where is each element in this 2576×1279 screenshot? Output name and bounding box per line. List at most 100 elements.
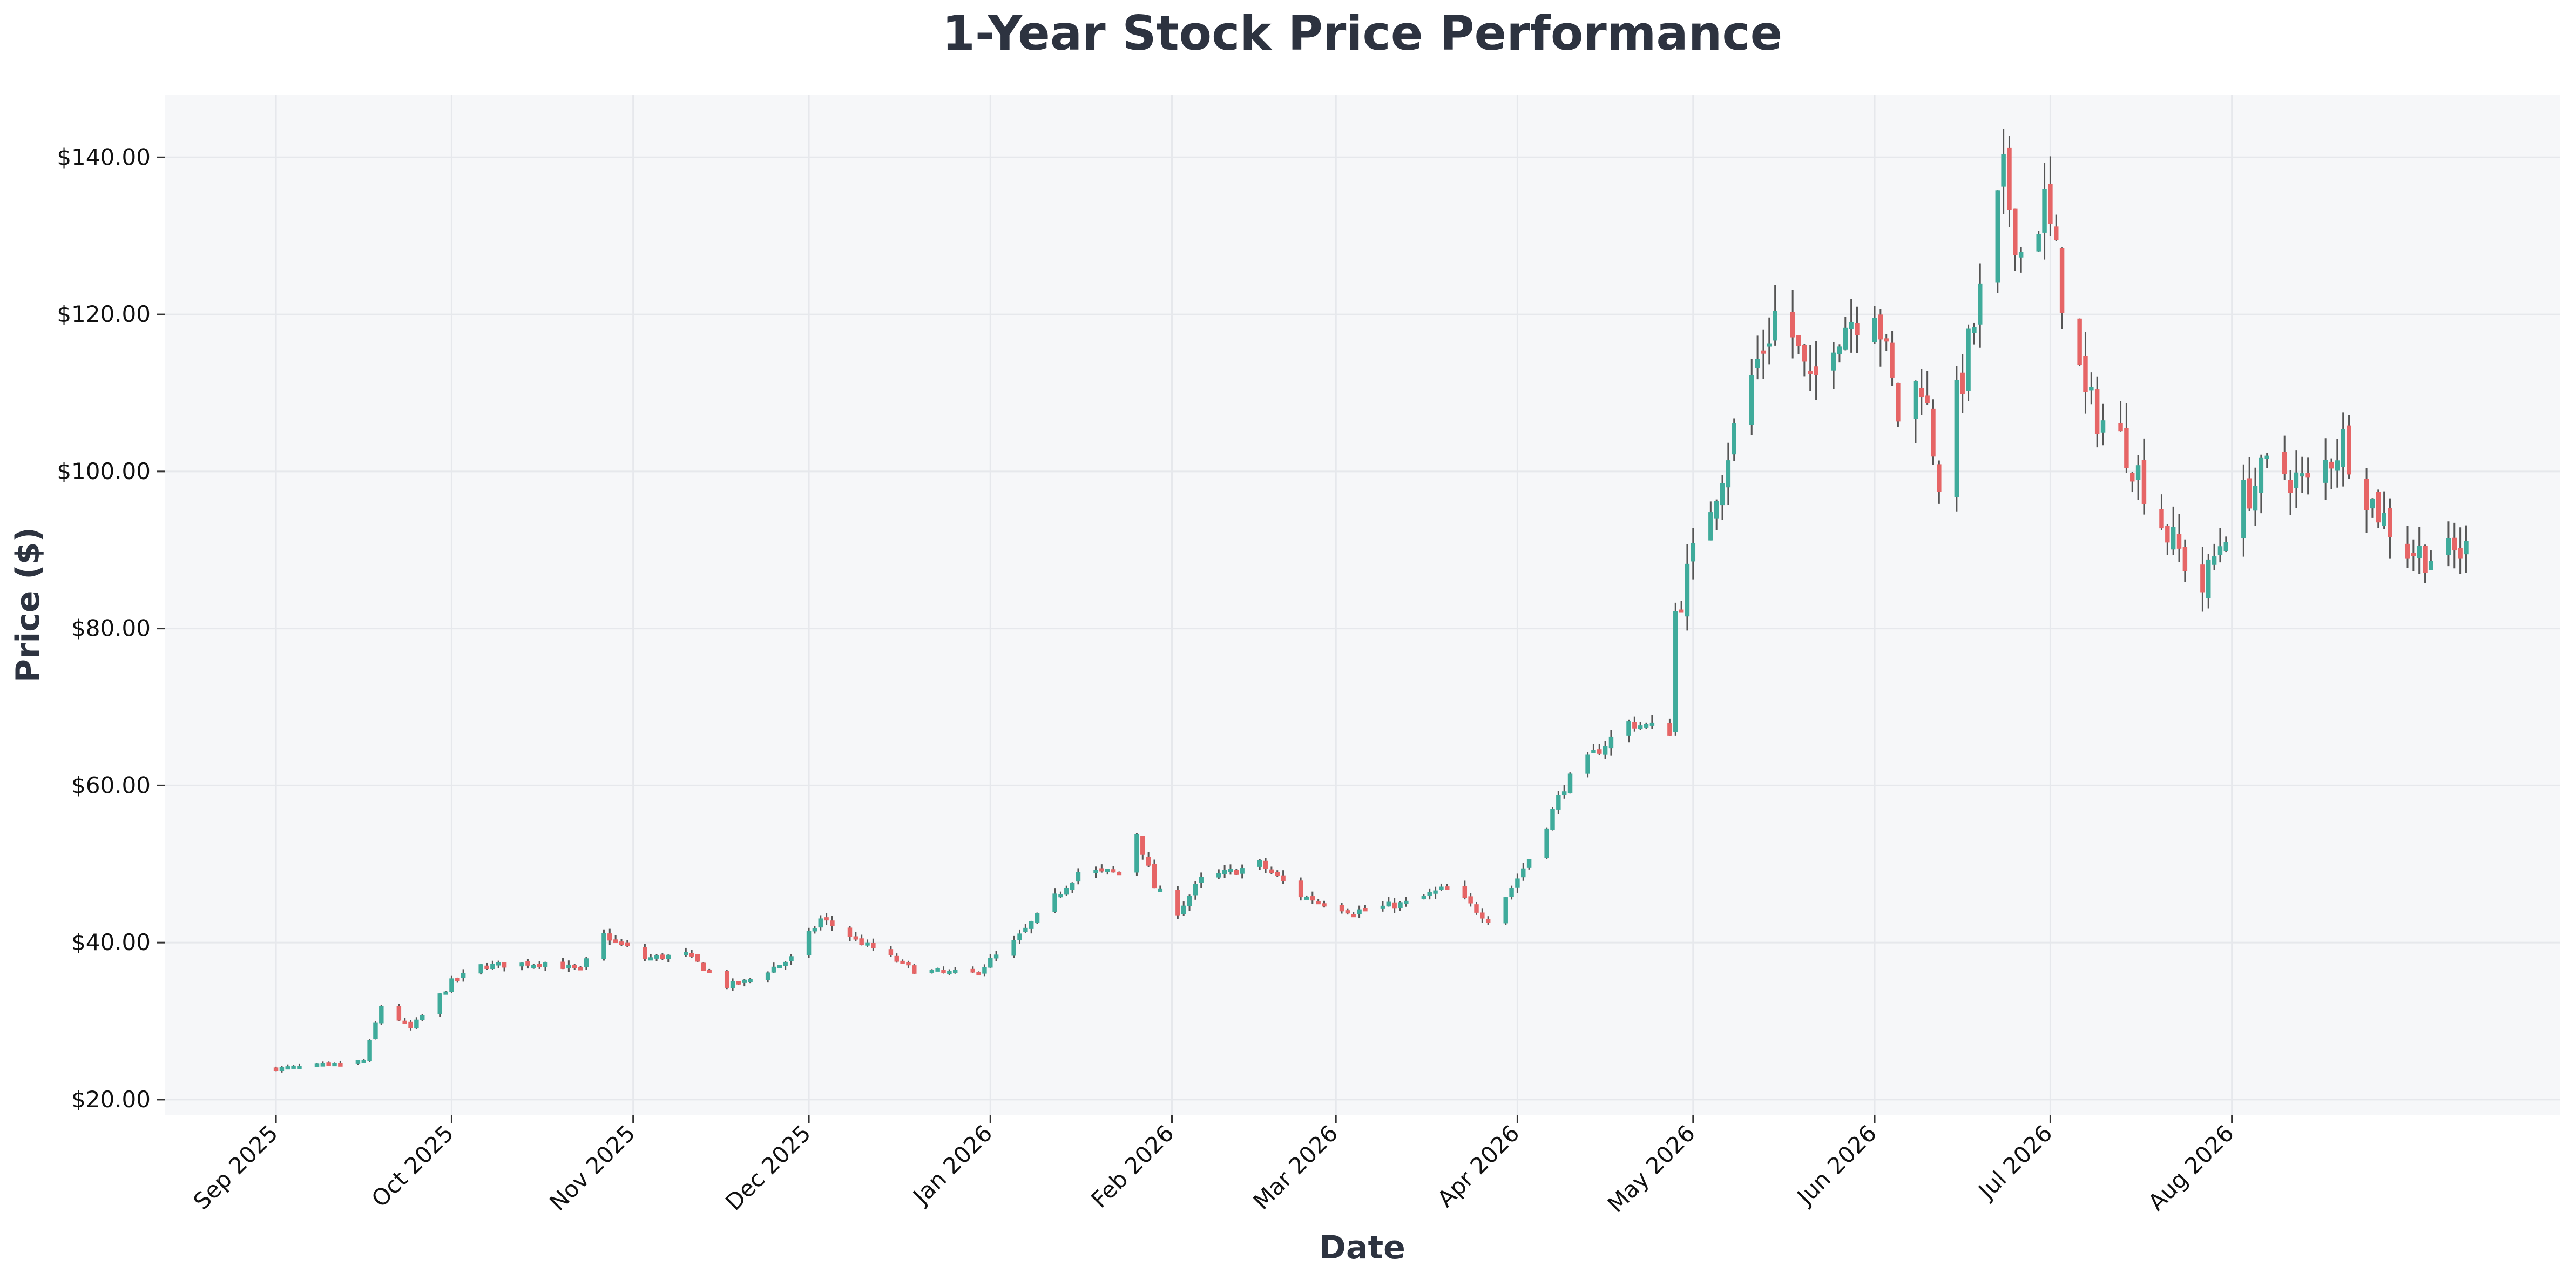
candle-up <box>783 961 788 966</box>
candle-up <box>320 1063 326 1067</box>
candle-up <box>1843 327 1848 350</box>
candle-up <box>1837 346 1842 354</box>
candle-up <box>1726 460 1731 488</box>
candle-down <box>2182 547 2188 571</box>
candle-up <box>566 964 571 968</box>
candle-up <box>1216 873 1221 878</box>
candle-up <box>1708 512 1713 541</box>
candle-up <box>279 1067 285 1071</box>
candle-down <box>2159 509 2164 529</box>
x-axis-label: Date <box>1319 1229 1405 1267</box>
candle-up <box>1134 834 1139 873</box>
candle-up <box>1649 722 1655 726</box>
x-tick-label: Feb 2026 <box>1086 1120 1179 1213</box>
candle-down <box>1960 372 1965 394</box>
candle-down <box>2124 428 2129 468</box>
candle-down <box>1919 388 1924 398</box>
candle-down <box>1322 903 1327 907</box>
candle-down <box>402 1020 407 1024</box>
candle-up <box>1509 888 1514 897</box>
candle-up <box>1093 870 1098 873</box>
candle-up <box>367 1040 372 1061</box>
candle-up <box>929 970 935 973</box>
candle-up <box>1773 311 1777 341</box>
candle-up <box>1386 901 1391 907</box>
candle-up <box>730 981 735 988</box>
candle-down <box>1896 383 1901 422</box>
candle-down <box>2007 147 2012 210</box>
candle-down <box>1462 886 1468 898</box>
candle-down <box>847 927 853 937</box>
candle-up <box>1052 893 1057 912</box>
candle-up <box>1398 902 1403 909</box>
candle-up <box>332 1063 337 1067</box>
candle-down <box>724 971 729 988</box>
candle-up <box>1691 543 1696 562</box>
candle-down <box>695 954 700 962</box>
candle-up <box>771 966 776 973</box>
candle-up <box>1585 754 1590 774</box>
candle-up <box>1603 746 1608 755</box>
candle-up <box>297 1066 302 1069</box>
candle-up <box>519 962 524 967</box>
candle-up <box>496 962 501 966</box>
candle-up <box>1035 913 1040 923</box>
candle-up <box>865 942 870 946</box>
candle-up <box>1222 870 1227 874</box>
candle-up <box>531 965 536 968</box>
candle-up <box>1732 423 1736 455</box>
candle-down <box>970 968 975 973</box>
candle-down <box>1890 342 1895 378</box>
y-tick-label: $80.00 <box>71 615 151 642</box>
candle-up <box>490 964 495 970</box>
candle-down <box>2329 461 2334 469</box>
candle-up <box>414 1019 419 1029</box>
candle-up <box>1105 869 1110 872</box>
candle-down <box>1339 905 1344 912</box>
candle-up <box>1755 359 1760 368</box>
candle-up <box>2018 252 2024 258</box>
plot-area <box>165 95 2560 1115</box>
candle-up <box>947 971 952 974</box>
candle-up <box>777 965 782 968</box>
candle-up <box>1644 724 1649 728</box>
candle-down <box>871 942 876 948</box>
candle-up <box>1023 927 1028 933</box>
candle-down <box>1392 902 1397 909</box>
candle-down <box>689 953 694 957</box>
candle-up <box>1011 940 1016 956</box>
candle-up <box>654 955 659 959</box>
candle-up <box>2464 541 2469 555</box>
candle-up <box>1521 868 1526 878</box>
y-tick-label: $100.00 <box>57 458 151 484</box>
candle-down <box>537 964 542 967</box>
candle-up <box>478 964 483 974</box>
candle-up <box>1978 283 1983 325</box>
candle-up <box>2300 473 2305 477</box>
candle-down <box>900 960 905 964</box>
candle-down <box>619 941 624 945</box>
candle-up <box>1515 878 1520 888</box>
candle-up <box>1561 791 1567 795</box>
y-tick-label: $120.00 <box>57 301 151 327</box>
candle-down <box>2059 248 2065 313</box>
candle-up <box>314 1063 320 1067</box>
candle-down <box>1269 869 1274 873</box>
candle-down <box>853 936 858 940</box>
candle-down <box>912 965 917 974</box>
candle-down <box>1275 872 1280 876</box>
candle-down <box>2347 425 2351 475</box>
candle-down <box>941 970 946 973</box>
candle-up <box>2417 546 2422 559</box>
candle-down <box>2083 356 2088 392</box>
candle-down <box>2118 423 2123 432</box>
candle-down <box>2405 543 2410 559</box>
candle-up <box>355 1060 361 1064</box>
candle-up <box>2042 189 2047 233</box>
candle-up <box>2241 480 2246 538</box>
candle-down <box>525 961 530 966</box>
candle-down <box>1802 345 1807 362</box>
candle-up <box>1304 896 1309 900</box>
x-axis: Sep 2025 Oct 2025 Nov 2025 Dec 2025 Jan 2026… <box>188 1115 2239 1217</box>
